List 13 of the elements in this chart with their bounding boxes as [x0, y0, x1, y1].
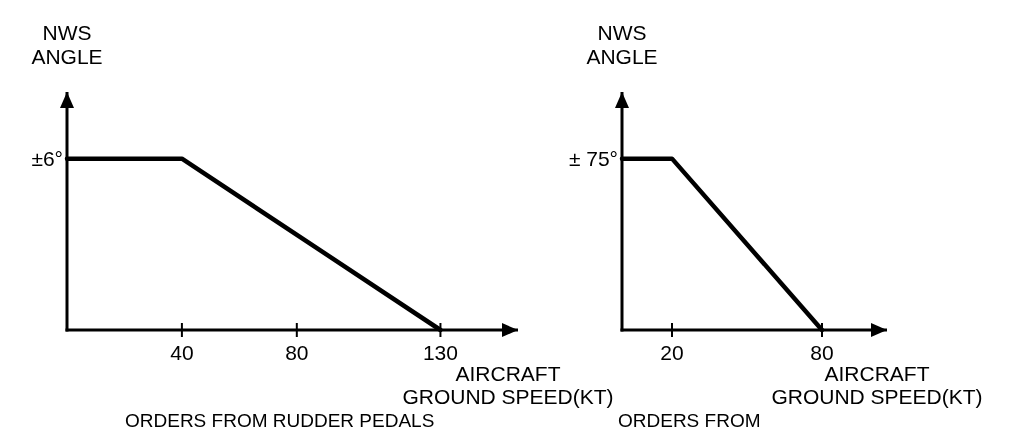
x-tick-label: 80	[285, 341, 309, 364]
y-axis-title: NWS ANGLE	[586, 21, 658, 68]
text: ORDERS FROM	[618, 410, 761, 431]
x-axis-title: AIRCRAFT GROUND SPEED(KT)	[771, 362, 983, 408]
x-tick-label: 80	[810, 341, 834, 364]
x-axis-title: AIRCRAFT GROUND SPEED(KT)	[402, 362, 614, 408]
x-tick-label: 20	[660, 341, 684, 364]
text: ORDERS FROM RUDDER PEDALS	[125, 410, 435, 431]
x-tick-label: 40	[170, 341, 194, 364]
x-tick-label: 130	[422, 341, 458, 364]
y-axis-title: NWS ANGLE	[31, 21, 103, 68]
annotation: ± 75°	[568, 146, 618, 170]
annotation: ±6°	[31, 146, 63, 170]
